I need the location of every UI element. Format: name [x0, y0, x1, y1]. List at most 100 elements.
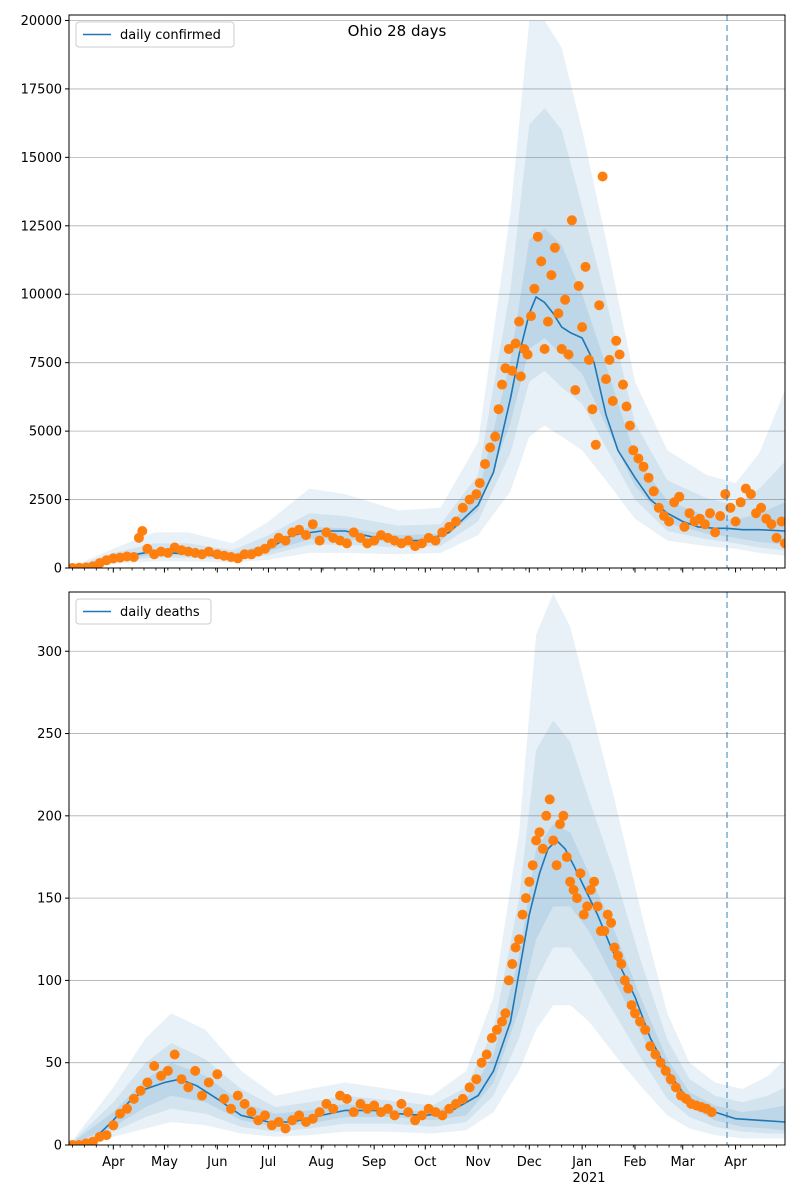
x-tick-label: Nov	[465, 1155, 491, 1170]
data-point	[416, 1110, 427, 1121]
data-point	[756, 502, 767, 513]
data-point	[341, 538, 352, 549]
data-point	[369, 535, 380, 546]
x-tick-label: Dec	[517, 1155, 542, 1170]
data-point	[730, 516, 741, 527]
data-point	[203, 1077, 214, 1088]
data-point	[348, 527, 359, 538]
legend: daily confirmed	[75, 21, 235, 48]
data-point	[369, 1100, 380, 1111]
data-point	[602, 909, 613, 920]
x-tick-label: Mar	[670, 1155, 695, 1170]
data-point	[437, 1110, 448, 1121]
data-point	[396, 1098, 407, 1109]
uncertainty-band-outer	[69, 593, 785, 1145]
data-point	[510, 942, 521, 953]
x-tick-label: Apr	[724, 1155, 747, 1170]
data-point	[507, 365, 518, 376]
data-point	[497, 1016, 507, 1027]
data-point	[307, 519, 318, 530]
data-point	[490, 431, 501, 442]
data-point	[601, 374, 611, 385]
data-point	[599, 926, 610, 936]
data-point	[321, 527, 332, 538]
data-point	[650, 1049, 661, 1060]
y-tick-label: 150	[37, 892, 62, 907]
data-point	[630, 1008, 640, 1019]
data-point	[536, 256, 547, 267]
y-tick-label: 0	[54, 1139, 62, 1154]
plot-area	[69, 593, 785, 1145]
data-point	[566, 215, 577, 226]
data-point	[522, 349, 533, 360]
y-tick-label: 250	[37, 727, 62, 742]
y-tick-label: 300	[37, 645, 62, 660]
data-point	[537, 843, 548, 854]
data-point	[122, 1103, 132, 1114]
y-tick-label: 20000	[21, 14, 62, 29]
data-point	[543, 316, 553, 327]
x-tick-label: Oct	[414, 1155, 436, 1170]
data-point	[169, 1049, 180, 1060]
data-point	[699, 519, 710, 530]
data-point	[491, 1024, 502, 1035]
data-point	[480, 459, 490, 469]
data-point	[307, 1113, 318, 1124]
data-point	[648, 486, 659, 497]
data-point	[507, 959, 518, 969]
data-point	[348, 1107, 359, 1118]
data-point	[548, 835, 559, 846]
data-point	[430, 535, 441, 546]
x-tick-label: Feb	[623, 1155, 646, 1170]
data-point	[203, 546, 214, 557]
data-point	[735, 497, 746, 508]
data-point	[226, 1103, 236, 1114]
data-point	[474, 478, 485, 489]
data-point	[355, 532, 366, 543]
data-point	[555, 819, 565, 830]
data-point	[624, 420, 635, 431]
data-point	[301, 530, 311, 541]
legend-box	[75, 21, 235, 48]
data-point	[246, 1107, 257, 1118]
data-point	[219, 1093, 230, 1104]
data-point	[389, 1110, 400, 1121]
data-point	[541, 810, 552, 821]
x-tick-label: Jun	[206, 1155, 227, 1170]
uncertainty-band-outer	[69, 20, 785, 568]
data-point	[597, 171, 608, 182]
data-point	[551, 860, 562, 871]
data-point	[524, 876, 535, 887]
data-point	[611, 335, 622, 346]
data-point	[549, 242, 560, 253]
data-point	[526, 311, 536, 322]
y-tick-label: 7500	[29, 356, 62, 371]
data-point	[619, 975, 630, 986]
data-point	[500, 1008, 511, 1019]
data-point	[706, 1107, 717, 1118]
data-point	[539, 344, 550, 354]
data-point	[674, 491, 685, 502]
uncertainty-band-middle	[69, 720, 785, 1145]
data-point	[556, 344, 567, 354]
plot-frame	[68, 14, 786, 569]
data-point	[606, 917, 617, 928]
data-point	[128, 1093, 139, 1104]
data-point	[520, 893, 531, 904]
data-point	[745, 489, 756, 500]
x-year-label: 2021	[572, 1171, 605, 1186]
data-point	[101, 1130, 112, 1141]
data-point	[553, 308, 564, 319]
data-point	[584, 354, 594, 365]
data-point	[176, 1074, 187, 1085]
y-tick-label: 50	[45, 1056, 62, 1071]
legend-label: daily confirmed	[120, 28, 221, 43]
data-point	[592, 901, 603, 912]
data-point	[471, 1074, 482, 1085]
data-point	[183, 1082, 194, 1093]
data-point	[137, 526, 148, 536]
data-point	[437, 527, 448, 538]
legend: daily deaths	[75, 598, 212, 625]
data-point	[587, 404, 598, 415]
x-tick-label: Jan	[571, 1155, 592, 1170]
